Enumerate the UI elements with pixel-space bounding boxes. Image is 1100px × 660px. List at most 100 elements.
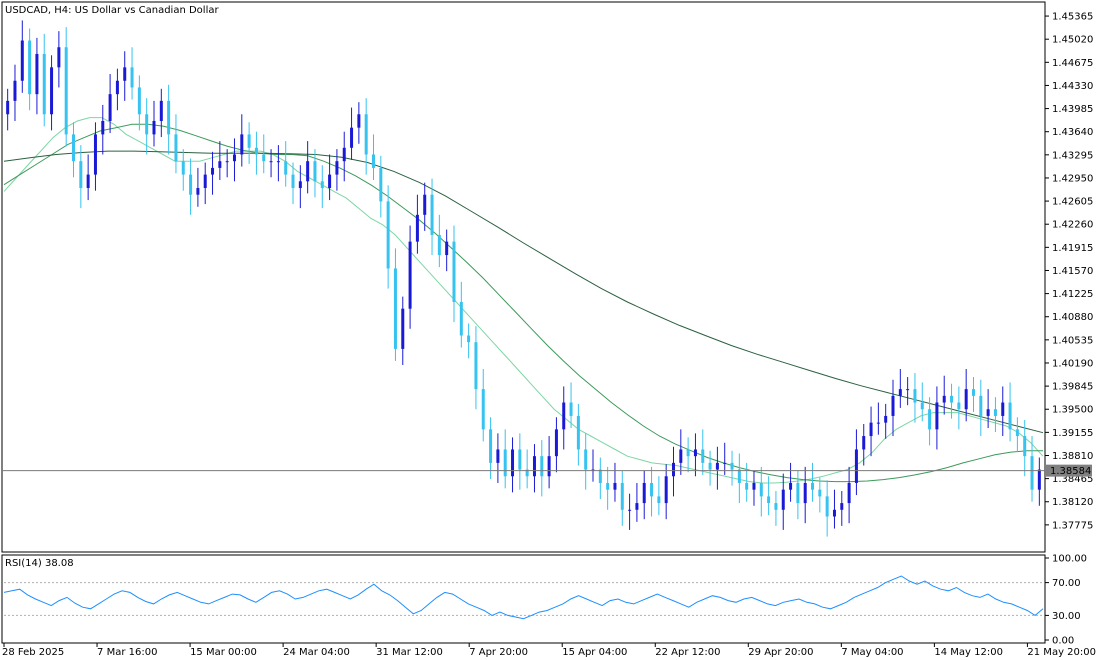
time-tick-label: 31 Mar 12:00 xyxy=(376,647,443,658)
price-tick-label: 1.41570 xyxy=(1052,266,1093,277)
candle-body xyxy=(72,134,76,162)
candle-body xyxy=(93,134,97,175)
candle-body xyxy=(313,161,317,182)
candle-body xyxy=(86,174,90,189)
candle-body xyxy=(598,469,602,483)
candle-body xyxy=(723,462,727,464)
time-tick-label: 29 Apr 20:00 xyxy=(748,647,813,658)
candle-body xyxy=(474,342,478,390)
candle-body xyxy=(320,181,324,189)
candle-body xyxy=(554,429,558,457)
price-tick-label: 1.39500 xyxy=(1052,405,1093,416)
candle-body xyxy=(745,482,749,490)
candle-body xyxy=(489,429,493,463)
time-tick-label: 7 Apr 20:00 xyxy=(469,647,528,658)
rsi-panel: RSI(14) 38.08 xyxy=(1,554,1046,644)
candle-body xyxy=(591,469,595,471)
candle-body xyxy=(620,482,624,510)
candle-layer xyxy=(6,20,1041,537)
candle-body xyxy=(876,422,880,424)
price-tick-label: 1.38810 xyxy=(1052,451,1093,462)
ma-mid-line xyxy=(3,123,1043,483)
price-tick-label: 1.37775 xyxy=(1052,520,1093,531)
price-tick-label: 1.44330 xyxy=(1052,81,1093,92)
candle-body xyxy=(789,482,793,490)
candle-body xyxy=(950,395,954,403)
candle-body xyxy=(971,389,975,396)
candle-body xyxy=(862,436,866,450)
candle-body xyxy=(64,47,68,135)
candle-body xyxy=(986,409,990,416)
candle-body xyxy=(298,181,302,189)
candle-body xyxy=(276,161,280,163)
candle-body xyxy=(159,100,163,121)
time-axis: 28 Feb 2025 7 Mar 16:00 15 Mar 00:00 24 Mar… xyxy=(2,643,1096,658)
candle-body xyxy=(284,161,288,175)
candle-body xyxy=(452,241,456,302)
candle-body xyxy=(708,462,712,470)
chart-title: USDCAD, H4: US Dollar vs Canadian Dollar xyxy=(5,5,219,16)
price-tick-label: 1.40535 xyxy=(1052,335,1093,346)
time-tick-label: 28 Feb 2025 xyxy=(2,647,64,658)
candle-body xyxy=(532,456,536,477)
rsi-layer xyxy=(3,575,1044,620)
candle-body xyxy=(6,100,10,115)
candle-body xyxy=(408,241,412,309)
price-tick-label: 1.39155 xyxy=(1052,428,1093,439)
candle-body xyxy=(511,449,515,477)
time-tick-label: 21 May 20:00 xyxy=(1027,647,1096,658)
candle-body xyxy=(196,188,200,195)
candle-body xyxy=(686,449,690,457)
candle-body xyxy=(1015,429,1019,437)
time-tick-label: 7 Mar 16:00 xyxy=(97,647,157,658)
candle-body xyxy=(569,402,573,416)
candle-body xyxy=(854,449,858,483)
candle-body xyxy=(671,462,675,477)
rsi-line xyxy=(3,575,1044,620)
rsi-axis: 100.00 70.00 30.00 0.00 xyxy=(1045,554,1087,647)
candle-body xyxy=(964,389,968,410)
candle-body xyxy=(335,161,339,175)
candle-body xyxy=(818,489,822,497)
time-tick-label: 22 Apr 12:00 xyxy=(655,647,720,658)
candle-body xyxy=(584,449,588,470)
main-panel-border xyxy=(1,1,1046,553)
candle-body xyxy=(774,503,778,510)
candle-body xyxy=(752,482,756,490)
candle-body xyxy=(79,161,83,189)
candle-body xyxy=(437,234,441,256)
candle-body xyxy=(547,456,551,477)
price-tick-label: 1.45020 xyxy=(1052,35,1093,46)
candle-body xyxy=(145,114,149,135)
price-tick-label: 1.45365 xyxy=(1052,12,1093,23)
candle-body xyxy=(635,503,639,510)
price-tick-label: 1.38120 xyxy=(1052,497,1093,508)
candle-body xyxy=(291,174,295,189)
candle-body xyxy=(423,194,427,215)
price-tick-label: 1.41915 xyxy=(1052,243,1093,254)
candle-body xyxy=(481,389,485,430)
candle-body xyxy=(218,161,222,168)
candle-body xyxy=(898,389,902,396)
price-tick-label: 1.40190 xyxy=(1052,358,1093,369)
candle-body xyxy=(28,40,32,95)
price-tick-label: 1.43295 xyxy=(1052,150,1093,161)
rsi-panel-border xyxy=(1,554,1046,644)
rsi-tick-label: 0.00 xyxy=(1052,636,1074,647)
candle-body xyxy=(496,449,500,463)
candle-body xyxy=(928,409,932,430)
candle-body xyxy=(1001,402,1005,416)
candle-body xyxy=(869,422,873,437)
rsi-label: RSI(14) 38.08 xyxy=(5,558,74,569)
candle-body xyxy=(540,456,544,477)
time-tick-label: 14 May 12:00 xyxy=(934,647,1003,658)
candle-body xyxy=(181,161,185,175)
candle-body xyxy=(840,503,844,510)
price-tick-label: 1.41225 xyxy=(1052,289,1093,300)
candle-body xyxy=(650,482,654,497)
candle-body xyxy=(525,469,529,477)
candle-body xyxy=(906,389,910,391)
candle-body xyxy=(657,496,661,504)
candle-body xyxy=(679,449,683,463)
